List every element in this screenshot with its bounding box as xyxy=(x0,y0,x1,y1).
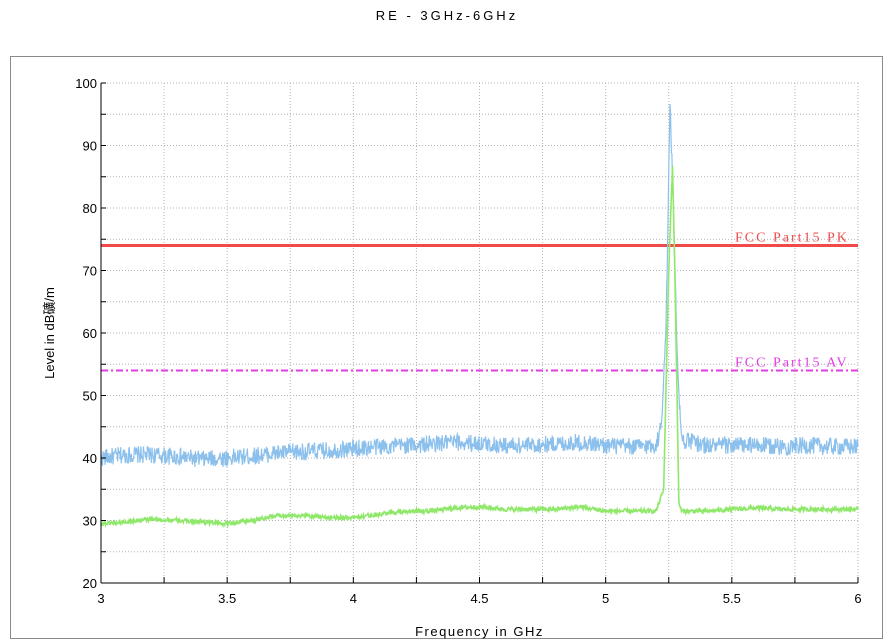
tick-labels: FCC Part15 PK FCC Part15 AV 3 3.5 4 4.5 5 5.5 6 2… xyxy=(42,76,862,639)
y-tick-label: 70 xyxy=(83,264,97,279)
series-line xyxy=(100,103,859,467)
y-tick-label: 80 xyxy=(83,201,97,216)
x-axis-title: Frequency in GHz xyxy=(415,624,544,639)
y-axis-title: Level in dB礦/m xyxy=(42,287,57,379)
x-tick-label: 5 xyxy=(602,591,609,606)
y-tick-label: 100 xyxy=(75,76,97,91)
y-tick-label: 40 xyxy=(83,451,97,466)
chart-title: RE - 3GHz-6GHz xyxy=(375,8,519,23)
limit-lines xyxy=(101,244,858,372)
x-tick-label: 3.5 xyxy=(218,591,236,606)
series-lines xyxy=(100,103,859,529)
axes xyxy=(100,82,859,584)
y-tick-label: 90 xyxy=(83,139,97,154)
y-tick-label: 30 xyxy=(83,514,97,529)
x-tick-label: 6 xyxy=(854,591,861,606)
chart-frame xyxy=(10,56,883,639)
y-tick-label: 60 xyxy=(83,326,97,341)
y-tick-label: 50 xyxy=(83,389,97,404)
grid-lines xyxy=(100,82,859,584)
x-tick-label: 4.5 xyxy=(470,591,488,606)
x-tick-label: 3 xyxy=(97,591,104,606)
y-tick-label: 20 xyxy=(83,576,97,591)
x-tick-label: 5.5 xyxy=(723,591,741,606)
limit-label: FCC Part15 PK xyxy=(735,231,849,246)
limit-label: FCC Part15 AV xyxy=(735,356,849,371)
x-tick-label: 4 xyxy=(350,591,357,606)
series-line xyxy=(100,165,859,529)
